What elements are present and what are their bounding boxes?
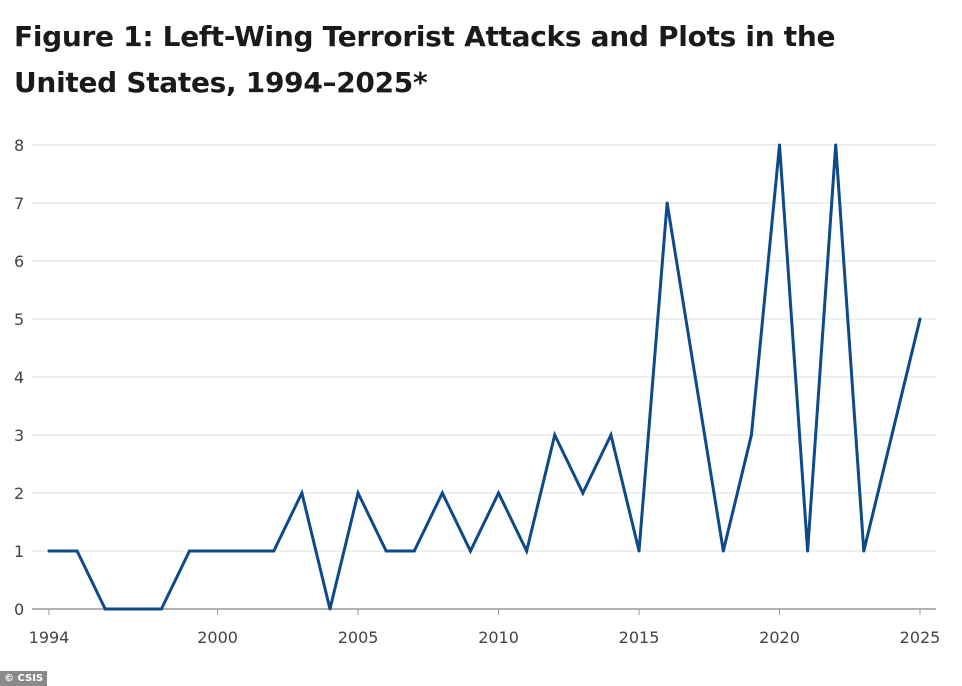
x-tick-label: 2010	[478, 628, 519, 647]
data-point-2002	[272, 550, 275, 553]
data-point-2017	[694, 376, 697, 379]
data-point-2006	[385, 550, 388, 553]
data-point-2009	[469, 550, 472, 553]
x-tick-label: 2005	[338, 628, 379, 647]
data-point-2014	[609, 434, 612, 437]
data-point-2025	[919, 318, 922, 321]
y-tick-label: 6	[14, 252, 24, 271]
y-axis-ticks: 0 1 2 3 4 5 6 7 8	[14, 136, 24, 619]
data-point-2020	[778, 144, 781, 147]
x-tick-label: 1994	[29, 628, 70, 647]
y-tick-label: 0	[14, 600, 24, 619]
data-point-1994	[48, 550, 51, 553]
credit-badge: © CSIS	[0, 671, 47, 686]
data-point-2024	[890, 434, 893, 437]
gridlines	[32, 145, 936, 551]
y-tick-label: 1	[14, 542, 24, 561]
data-point-2013	[581, 492, 584, 495]
data-point-1998	[160, 608, 163, 611]
x-axis-ticks: 1994 2000 2005 2010 2015 2020 2025	[29, 609, 941, 647]
data-point-2001	[244, 550, 247, 553]
data-point-2005	[357, 492, 360, 495]
data-point-2015	[638, 550, 641, 553]
data-point-2003	[300, 492, 303, 495]
y-tick-label: 3	[14, 426, 24, 445]
data-point-2011	[525, 550, 528, 553]
y-tick-label: 8	[14, 136, 24, 155]
data-point-2023	[862, 550, 865, 553]
x-tick-label: 2015	[619, 628, 660, 647]
data-point-2004	[328, 608, 331, 611]
data-point-2012	[553, 434, 556, 437]
x-tick-label: 2000	[197, 628, 238, 647]
data-point-2010	[497, 492, 500, 495]
y-tick-label: 7	[14, 194, 24, 213]
x-tick-label: 2025	[900, 628, 941, 647]
data-point-2022	[834, 144, 837, 147]
x-tick-label: 2020	[759, 628, 800, 647]
data-point-1997	[132, 608, 135, 611]
data-point-2019	[750, 434, 753, 437]
data-point-1996	[104, 608, 107, 611]
y-tick-label: 4	[14, 368, 24, 387]
data-point-2016	[666, 202, 669, 205]
data-point-2007	[413, 550, 416, 553]
data-point-2018	[722, 550, 725, 553]
data-point-2008	[441, 492, 444, 495]
data-point-2000	[216, 550, 219, 553]
data-point-1999	[188, 550, 191, 553]
y-tick-label: 5	[14, 310, 24, 329]
data-point-1995	[76, 550, 79, 553]
data-point-2021	[806, 550, 809, 553]
y-tick-label: 2	[14, 484, 24, 503]
